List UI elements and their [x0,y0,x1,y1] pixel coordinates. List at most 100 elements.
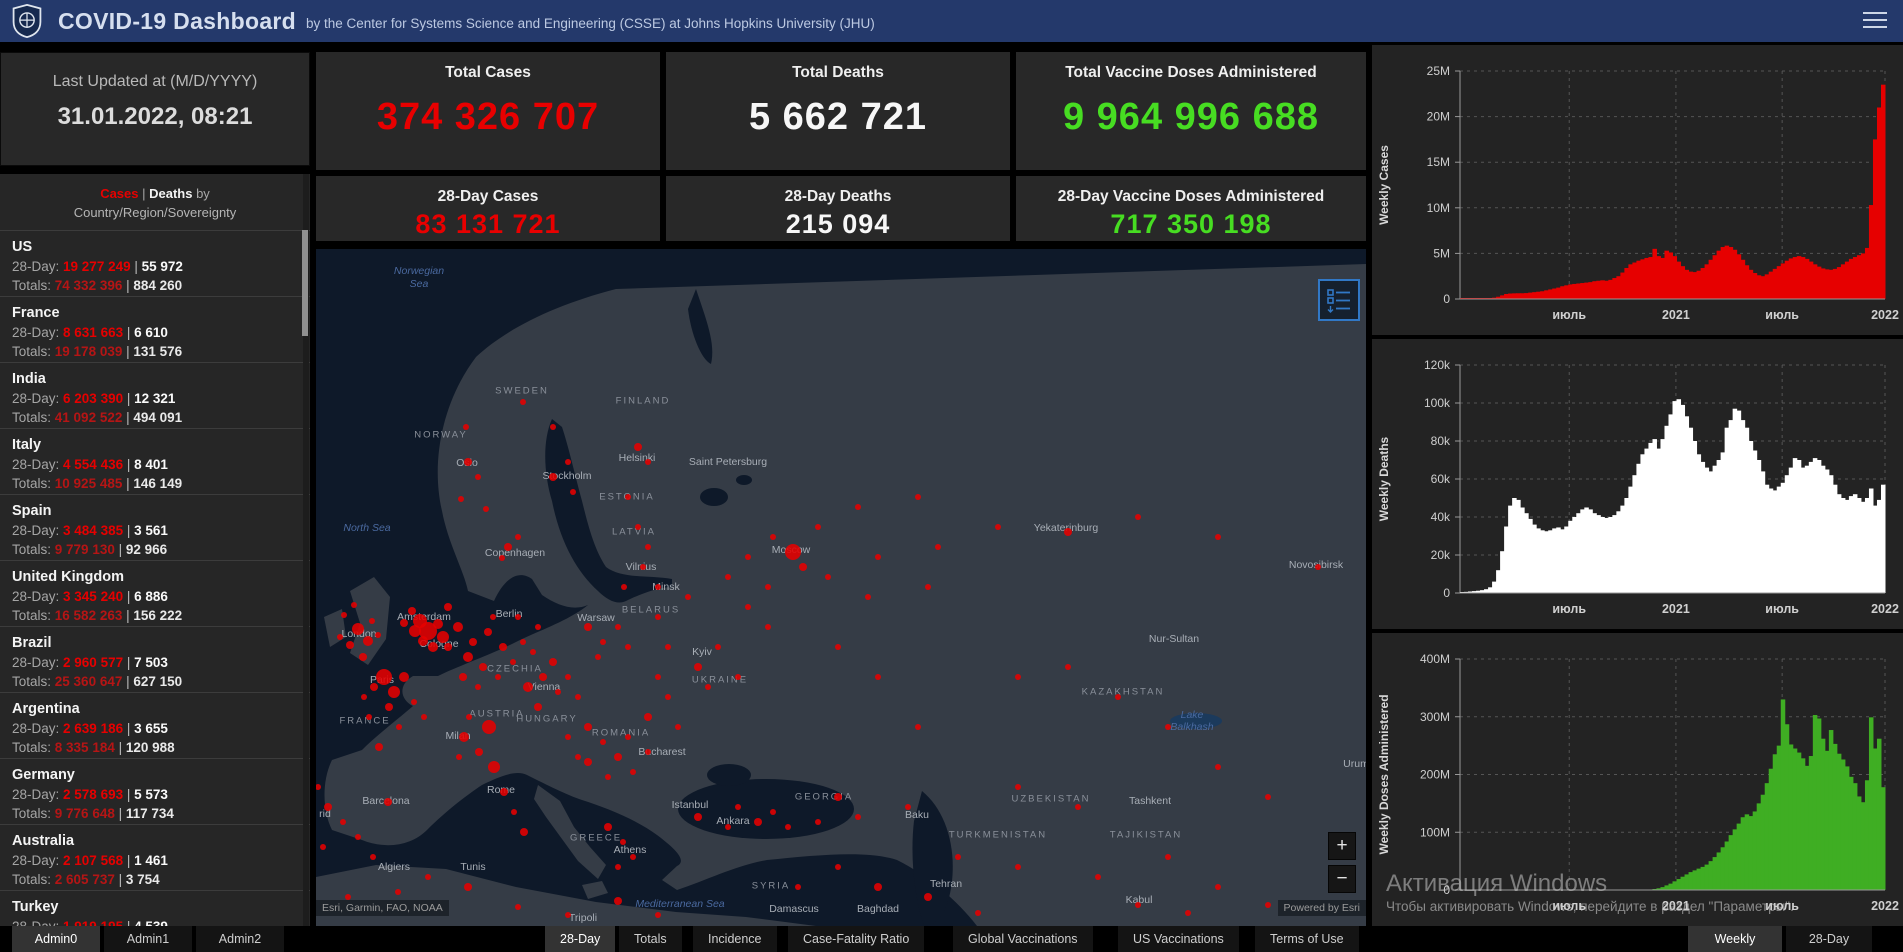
case-dot[interactable] [1064,528,1072,536]
case-dot[interactable] [584,758,592,766]
case-dot[interactable] [395,889,401,895]
case-dot[interactable] [351,602,357,608]
case-dot[interactable] [925,584,931,590]
case-dot[interactable] [1265,902,1271,908]
country-item[interactable]: Germany 28-Day: 2 578 693 | 5 573 Totals… [0,758,310,824]
case-dot[interactable] [433,619,443,629]
case-dot[interactable] [735,804,741,810]
case-dot[interactable] [754,818,762,826]
tab-map-incidence[interactable]: Incidence [693,926,779,952]
country-item[interactable]: United Kingdom 28-Day: 3 345 240 | 6 886… [0,560,310,626]
case-dot[interactable] [515,904,521,910]
case-dot[interactable] [511,809,517,815]
case-dot[interactable] [484,628,492,636]
case-dot[interactable] [875,674,881,680]
case-dot[interactable] [359,653,367,661]
case-dot[interactable] [935,544,941,550]
case-dot[interactable] [584,623,592,631]
case-dot[interactable] [1215,534,1221,540]
case-dot[interactable] [361,694,367,700]
case-dot[interactable] [495,674,501,680]
case-dot[interactable] [725,574,731,580]
case-dot[interactable] [785,544,801,560]
case-dot[interactable] [955,854,961,860]
case-dot[interactable] [644,713,652,721]
case-dot[interactable] [694,813,702,821]
case-dot[interactable] [675,724,681,730]
case-dot[interactable] [388,686,400,698]
case-dot[interactable] [399,672,409,682]
case-dot[interactable] [479,663,487,671]
case-dot[interactable] [1135,514,1141,520]
menu-icon[interactable] [1863,12,1887,29]
case-dot[interactable] [835,644,841,650]
country-item[interactable]: Australia 28-Day: 2 107 568 | 1 461 Tota… [0,824,310,890]
case-dot[interactable] [595,654,601,660]
case-dot[interactable] [865,594,871,600]
case-dot[interactable] [341,612,347,618]
case-dot[interactable] [915,494,921,500]
case-dot[interactable] [316,784,321,790]
case-dot[interactable] [855,814,861,820]
case-dot[interactable] [1165,854,1171,860]
case-dot[interactable] [705,684,711,690]
case-dot[interactable] [614,897,622,905]
case-dot[interactable] [565,912,571,918]
case-dot[interactable] [924,893,932,901]
case-dot[interactable] [765,584,771,590]
case-dot[interactable] [694,663,702,671]
case-dot[interactable] [905,804,911,810]
tab-map-28-day[interactable]: 28-Day [545,926,618,952]
case-dot[interactable] [375,743,383,751]
country-item[interactable]: Brazil 28-Day: 2 960 577 | 7 503 Totals:… [0,626,310,692]
case-dot[interactable] [504,543,512,551]
case-dot[interactable] [834,793,842,801]
case-dot[interactable] [1015,784,1021,790]
case-dot[interactable] [444,643,452,651]
case-dot[interactable] [995,524,1001,530]
case-dot[interactable] [655,912,661,918]
case-dot[interactable] [453,622,463,632]
country-item[interactable]: US 28-Day: 19 277 249 | 55 972 Totals: 7… [0,230,310,296]
case-dot[interactable] [337,634,343,640]
case-dot[interactable] [385,703,393,711]
case-dot[interactable] [375,632,381,638]
case-dot[interactable] [640,564,646,570]
case-dot[interactable] [549,658,557,666]
case-dot[interactable] [459,673,467,681]
case-dot[interactable] [625,644,631,650]
case-dot[interactable] [565,459,571,465]
case-dot[interactable] [515,614,521,620]
case-dot[interactable] [408,607,416,615]
country-item[interactable]: France 28-Day: 8 631 663 | 6 610 Totals:… [0,296,310,362]
case-dot[interactable] [570,489,576,495]
case-dot[interactable] [488,761,500,773]
case-dot[interactable] [418,636,428,646]
case-dot[interactable] [458,496,464,502]
case-dot[interactable] [645,544,651,550]
case-dot[interactable] [421,714,427,720]
case-dot[interactable] [600,739,606,745]
tab-map-totals[interactable]: Totals [619,926,684,952]
case-dot[interactable] [463,424,469,430]
case-dot[interactable] [765,624,771,630]
case-dot[interactable] [409,625,421,637]
case-dot[interactable] [655,614,661,620]
case-dot[interactable] [539,673,547,681]
case-dot[interactable] [464,883,472,891]
case-dot[interactable] [1315,564,1321,570]
case-dot[interactable] [1265,794,1271,800]
case-dot[interactable] [620,839,626,845]
case-dot[interactable] [534,703,542,711]
case-dot[interactable] [419,622,437,640]
case-dot[interactable] [604,823,612,831]
case-dot[interactable] [874,883,882,891]
country-list-scrollbar[interactable] [302,174,309,926]
case-dot[interactable] [785,824,791,830]
zoom-out-button[interactable]: − [1328,865,1356,893]
case-dot[interactable] [825,574,831,580]
case-dot[interactable] [770,534,776,540]
world-map[interactable]: Norwegian Sea North Sea Mediterranean Sea La… [316,249,1366,926]
case-dot[interactable] [1015,674,1021,680]
case-dot[interactable] [770,809,776,815]
